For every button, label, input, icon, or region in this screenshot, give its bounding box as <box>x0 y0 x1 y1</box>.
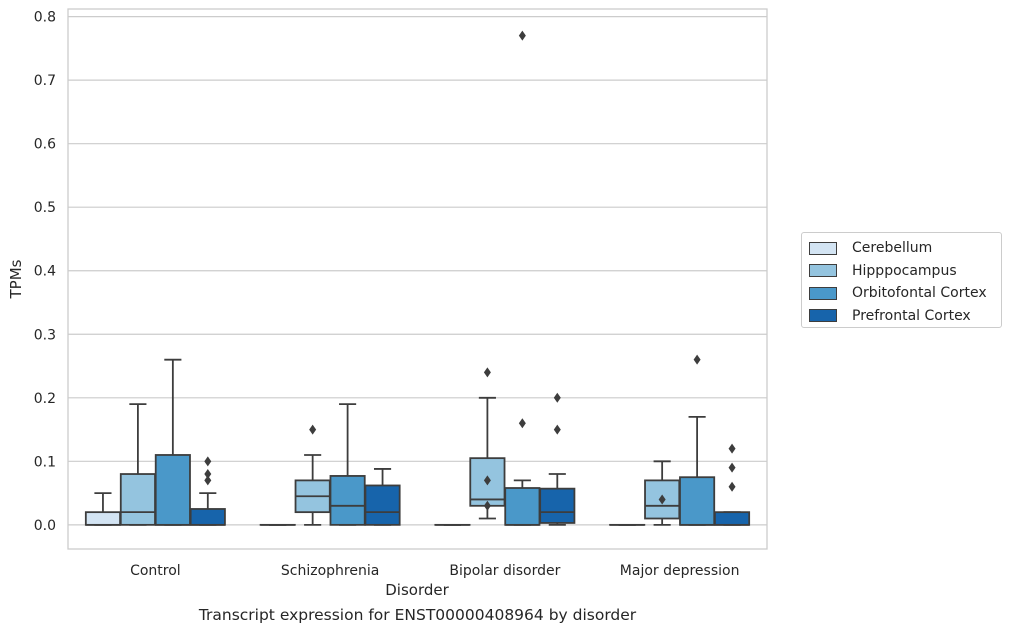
box-prefrontal-cortex <box>714 443 751 526</box>
outlier-point <box>204 475 212 486</box>
y-tick-label: 0.3 <box>34 327 56 343</box>
x-tick-label: Bipolar disorder <box>449 563 560 579</box>
legend-label: Prefrontal Cortex <box>852 307 971 324</box>
outlier-point <box>553 424 561 435</box>
x-tick-labels: Control Schizophrenia Bipolar disorder Majo… <box>130 563 739 579</box>
legend-item: Prefrontal Cortex <box>809 305 1001 328</box>
legend-label: Orbitofontal Cortex <box>852 285 987 302</box>
box-iqr <box>679 476 716 526</box>
box-iqr <box>539 487 576 524</box>
legend-item: Orbitofontal Cortex <box>809 282 1001 305</box>
outlier-point <box>693 354 701 365</box>
box-orbitofontal-cortex <box>329 403 366 526</box>
outlier-point <box>728 462 736 473</box>
y-tick-label: 0.1 <box>34 454 56 470</box>
x-tick-label: Schizophrenia <box>281 563 379 579</box>
box-orbitofontal-cortex <box>154 358 191 526</box>
outlier-point <box>658 494 666 505</box>
outlier-point <box>518 418 526 429</box>
box-orbitofontal-cortex <box>679 354 716 526</box>
box-iqr <box>119 473 156 526</box>
outlier-point <box>483 500 491 511</box>
x-axis-title: Disorder <box>385 581 449 599</box>
outlier-point <box>728 443 736 454</box>
box-prefrontal-cortex <box>364 468 401 526</box>
figure-caption: Transcript expression for ENST0000040896… <box>198 606 637 624</box>
box-hipppocampus <box>469 367 506 520</box>
outlier-point <box>204 456 212 467</box>
legend-item: Hipppocampus <box>809 260 1001 283</box>
box-iqr <box>154 454 191 526</box>
outlier-point <box>553 392 561 403</box>
y-tick-label: 0.8 <box>34 10 56 26</box>
y-tick-label: 0.4 <box>34 264 56 280</box>
y-tick-label: 0.2 <box>34 391 56 407</box>
box-iqr <box>714 511 751 526</box>
box-iqr <box>504 487 541 526</box>
legend-swatch <box>809 264 837 278</box>
y-axis-title: TPMs <box>7 259 25 299</box>
y-tick-label: 0.6 <box>34 137 56 153</box>
box-iqr <box>469 457 506 507</box>
y-tick-label: 0.7 <box>34 73 56 89</box>
x-tick-label: Control <box>130 563 181 579</box>
box-iqr <box>189 508 226 526</box>
x-tick-label: Major depression <box>620 563 740 579</box>
legend-swatch <box>809 241 837 255</box>
y-tick-label: 0.5 <box>34 200 56 216</box>
box-orbitofontal-cortex <box>504 30 541 526</box>
box-prefrontal-cortex <box>539 392 576 526</box>
box-iqr <box>84 511 121 526</box>
outlier-point <box>309 424 317 435</box>
box-cerebellum <box>84 492 121 526</box>
box-hipppocampus <box>644 460 681 526</box>
boxes-layer <box>84 30 751 526</box>
legend-swatch <box>809 286 837 300</box>
box-prefrontal-cortex <box>189 456 226 526</box>
legend-label: Cerebellum <box>852 240 933 257</box>
y-tick-label: 0.0 <box>34 518 56 534</box>
legend-item: Cerebellum <box>809 237 1001 260</box>
outlier-point <box>518 30 526 41</box>
outlier-point <box>728 481 736 492</box>
box-iqr <box>364 484 401 526</box>
box-hipppocampus <box>119 403 156 526</box>
outlier-point <box>483 367 491 378</box>
legend: Cerebellum Hipppocampus Orbitofontal Corte… <box>801 232 1002 328</box>
outlier-point <box>204 469 212 480</box>
legend-swatch <box>809 309 837 323</box>
outlier-point <box>483 475 491 486</box>
y-tick-labels: 0.0 0.1 0.2 0.3 0.4 0.5 0.6 0.7 0.8 <box>34 10 56 534</box>
plot-frame <box>67 8 768 550</box>
legend-label: Hipppocampus <box>852 262 957 279</box>
box-iqr <box>329 475 366 526</box>
